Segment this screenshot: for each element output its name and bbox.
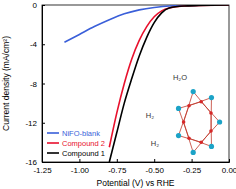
bond xyxy=(193,131,211,152)
x-tick-mark xyxy=(229,159,230,162)
y-tick-mark xyxy=(42,123,45,124)
chart: -1.25-1.00-0.75-0.50-0.250.00-16-12-8-40… xyxy=(0,0,236,189)
atom xyxy=(176,106,181,111)
y-tick-label: -4 xyxy=(30,40,38,49)
bond xyxy=(189,98,211,106)
y-tick-label: 0 xyxy=(33,1,38,10)
x-tick-label: -1.00 xyxy=(71,166,90,175)
atom xyxy=(191,150,196,155)
annotation: H₂ xyxy=(151,139,159,148)
atom xyxy=(209,95,214,100)
x-axis-title: Potential (V) vs RHE xyxy=(97,178,175,188)
y-axis-line xyxy=(43,6,46,163)
legend-label: Compound 1 xyxy=(62,149,105,158)
legend: NiFO-blankCompound 2Compound 1 xyxy=(47,129,105,158)
atom xyxy=(199,100,203,104)
y-tick-label: -16 xyxy=(25,158,37,167)
atom xyxy=(217,119,222,124)
atom xyxy=(199,140,203,144)
x-tick: -0.50 xyxy=(146,159,165,175)
x-axis: -1.25-1.00-0.75-0.50-0.250.00 xyxy=(33,159,236,175)
atom xyxy=(187,136,191,140)
annotation: H₂ xyxy=(146,111,154,120)
x-tick: -0.75 xyxy=(108,159,127,175)
series-line xyxy=(109,5,229,147)
atom xyxy=(191,89,196,94)
x-tick-label: 0.00 xyxy=(222,166,236,175)
atom xyxy=(209,129,213,133)
y-tick: -16 xyxy=(25,158,45,167)
y-axis: -16 -12 -8 -4 0 xyxy=(25,1,45,167)
annotation: H₂O xyxy=(173,73,187,82)
atom xyxy=(187,104,191,108)
y-tick: 0 xyxy=(33,1,45,10)
series-line xyxy=(109,5,229,162)
y-tick-label: -8 xyxy=(30,80,38,89)
y-tick-mark xyxy=(42,5,45,6)
bond xyxy=(201,102,219,122)
legend-label: NiFO-blank xyxy=(62,129,100,138)
y-tick: -12 xyxy=(25,119,45,128)
structure-illustration xyxy=(176,89,222,155)
y-tick-mark xyxy=(42,162,45,163)
y-tick-label: -12 xyxy=(25,119,37,128)
legend-swatch xyxy=(47,142,59,144)
x-tick-label: -0.25 xyxy=(183,166,202,175)
x-axis-line xyxy=(43,159,230,163)
y-tick: -4 xyxy=(30,40,45,49)
x-tick-label: -0.50 xyxy=(146,166,165,175)
atom xyxy=(182,120,186,124)
x-tick: -0.25 xyxy=(183,159,202,175)
y-tick-mark xyxy=(42,44,45,45)
y-tick: -8 xyxy=(30,80,45,89)
x-tick-mark xyxy=(154,159,155,162)
legend-swatch xyxy=(47,132,59,134)
atom xyxy=(209,111,213,115)
atom xyxy=(209,144,214,149)
legend-swatch xyxy=(47,152,59,154)
x-tick-mark xyxy=(192,159,193,162)
atom xyxy=(176,133,181,138)
x-tick-mark xyxy=(117,159,118,162)
x-tick: -1.00 xyxy=(71,159,90,175)
x-tick: 0.00 xyxy=(222,159,236,175)
x-tick-label: -0.75 xyxy=(108,166,127,175)
x-tick-mark xyxy=(79,159,80,162)
y-axis-title: Current density (mA/cm²) xyxy=(1,36,11,131)
y-tick-mark xyxy=(42,84,45,85)
legend-label: Compound 2 xyxy=(62,139,105,148)
plot-frame xyxy=(42,5,229,162)
